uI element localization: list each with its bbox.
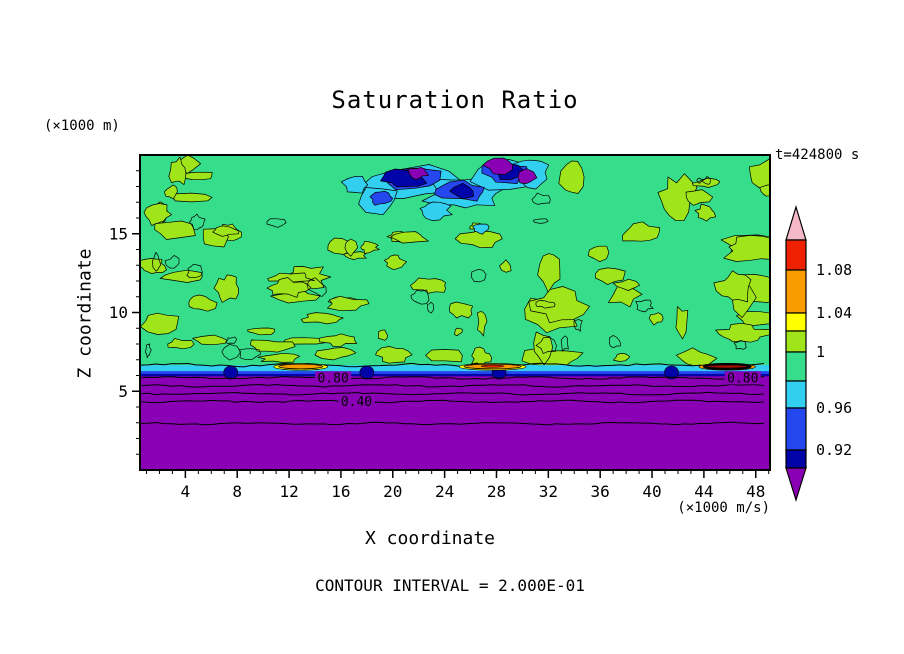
colorbar-tick-label: 1.04	[816, 304, 852, 322]
contour-interval-note: CONTOUR INTERVAL = 2.000E-01	[315, 576, 585, 595]
colorbar-bottom-arrow	[785, 467, 807, 503]
x-tick-label: 24	[435, 482, 454, 501]
page-title: Saturation Ratio	[331, 86, 579, 114]
colorbar-top-arrow	[785, 204, 807, 241]
x-tick-label: 44	[694, 482, 713, 501]
x-tick-label: 32	[539, 482, 558, 501]
x-tick-label: 20	[383, 482, 402, 501]
x-tick-label: 4	[181, 482, 191, 501]
y-tick-label: 15	[109, 224, 128, 243]
x-axis-unit: (×1000 m/s)	[677, 500, 770, 516]
x-tick-label: 28	[487, 482, 506, 501]
colorbar-segment	[785, 449, 807, 469]
colorbar-scale: 1.08 1.04 1 0.96 0.92	[785, 204, 852, 503]
x-axis-label: X coordinate	[364, 528, 496, 549]
z-axis-label: Z coordinate	[74, 248, 96, 379]
time-stamp: t=424800 s	[775, 147, 860, 163]
colorbar-segment	[785, 269, 807, 314]
colorbar: 1.08 1.04 1 0.96 0.92	[785, 204, 852, 503]
z-axis-unit: (×1000 m)	[44, 118, 120, 134]
colorbar-segment	[785, 351, 807, 382]
contour-value-label: 0.80	[317, 371, 348, 386]
x-tick-label: 8	[232, 482, 242, 501]
colorbar-tick-label: 0.92	[816, 441, 852, 459]
y-tick-label: 10	[109, 303, 128, 322]
colorbar-segment	[785, 380, 807, 409]
field-layer: 0.80 0.40 0.80	[140, 155, 770, 470]
colorbar-tick-label: 1.08	[816, 261, 852, 279]
colorbar-segment	[785, 239, 807, 271]
colorbar-segment	[785, 407, 807, 451]
x-tick-label: 36	[591, 482, 610, 501]
x-tick-label: 40	[642, 482, 661, 501]
y-tick-label: 5	[118, 382, 128, 401]
colorbar-segment	[785, 330, 807, 353]
contour-value-label: 0.40	[341, 395, 372, 410]
colorbar-tick-label: 0.96	[816, 399, 852, 417]
x-tick-label: 16	[331, 482, 350, 501]
contour-value-label: 0.80	[727, 371, 758, 386]
colorbar-tick-label: 1	[816, 343, 825, 361]
x-tick-label: 12	[279, 482, 298, 501]
x-tick-label: 48	[746, 482, 765, 501]
colorbar-segment	[785, 312, 807, 332]
